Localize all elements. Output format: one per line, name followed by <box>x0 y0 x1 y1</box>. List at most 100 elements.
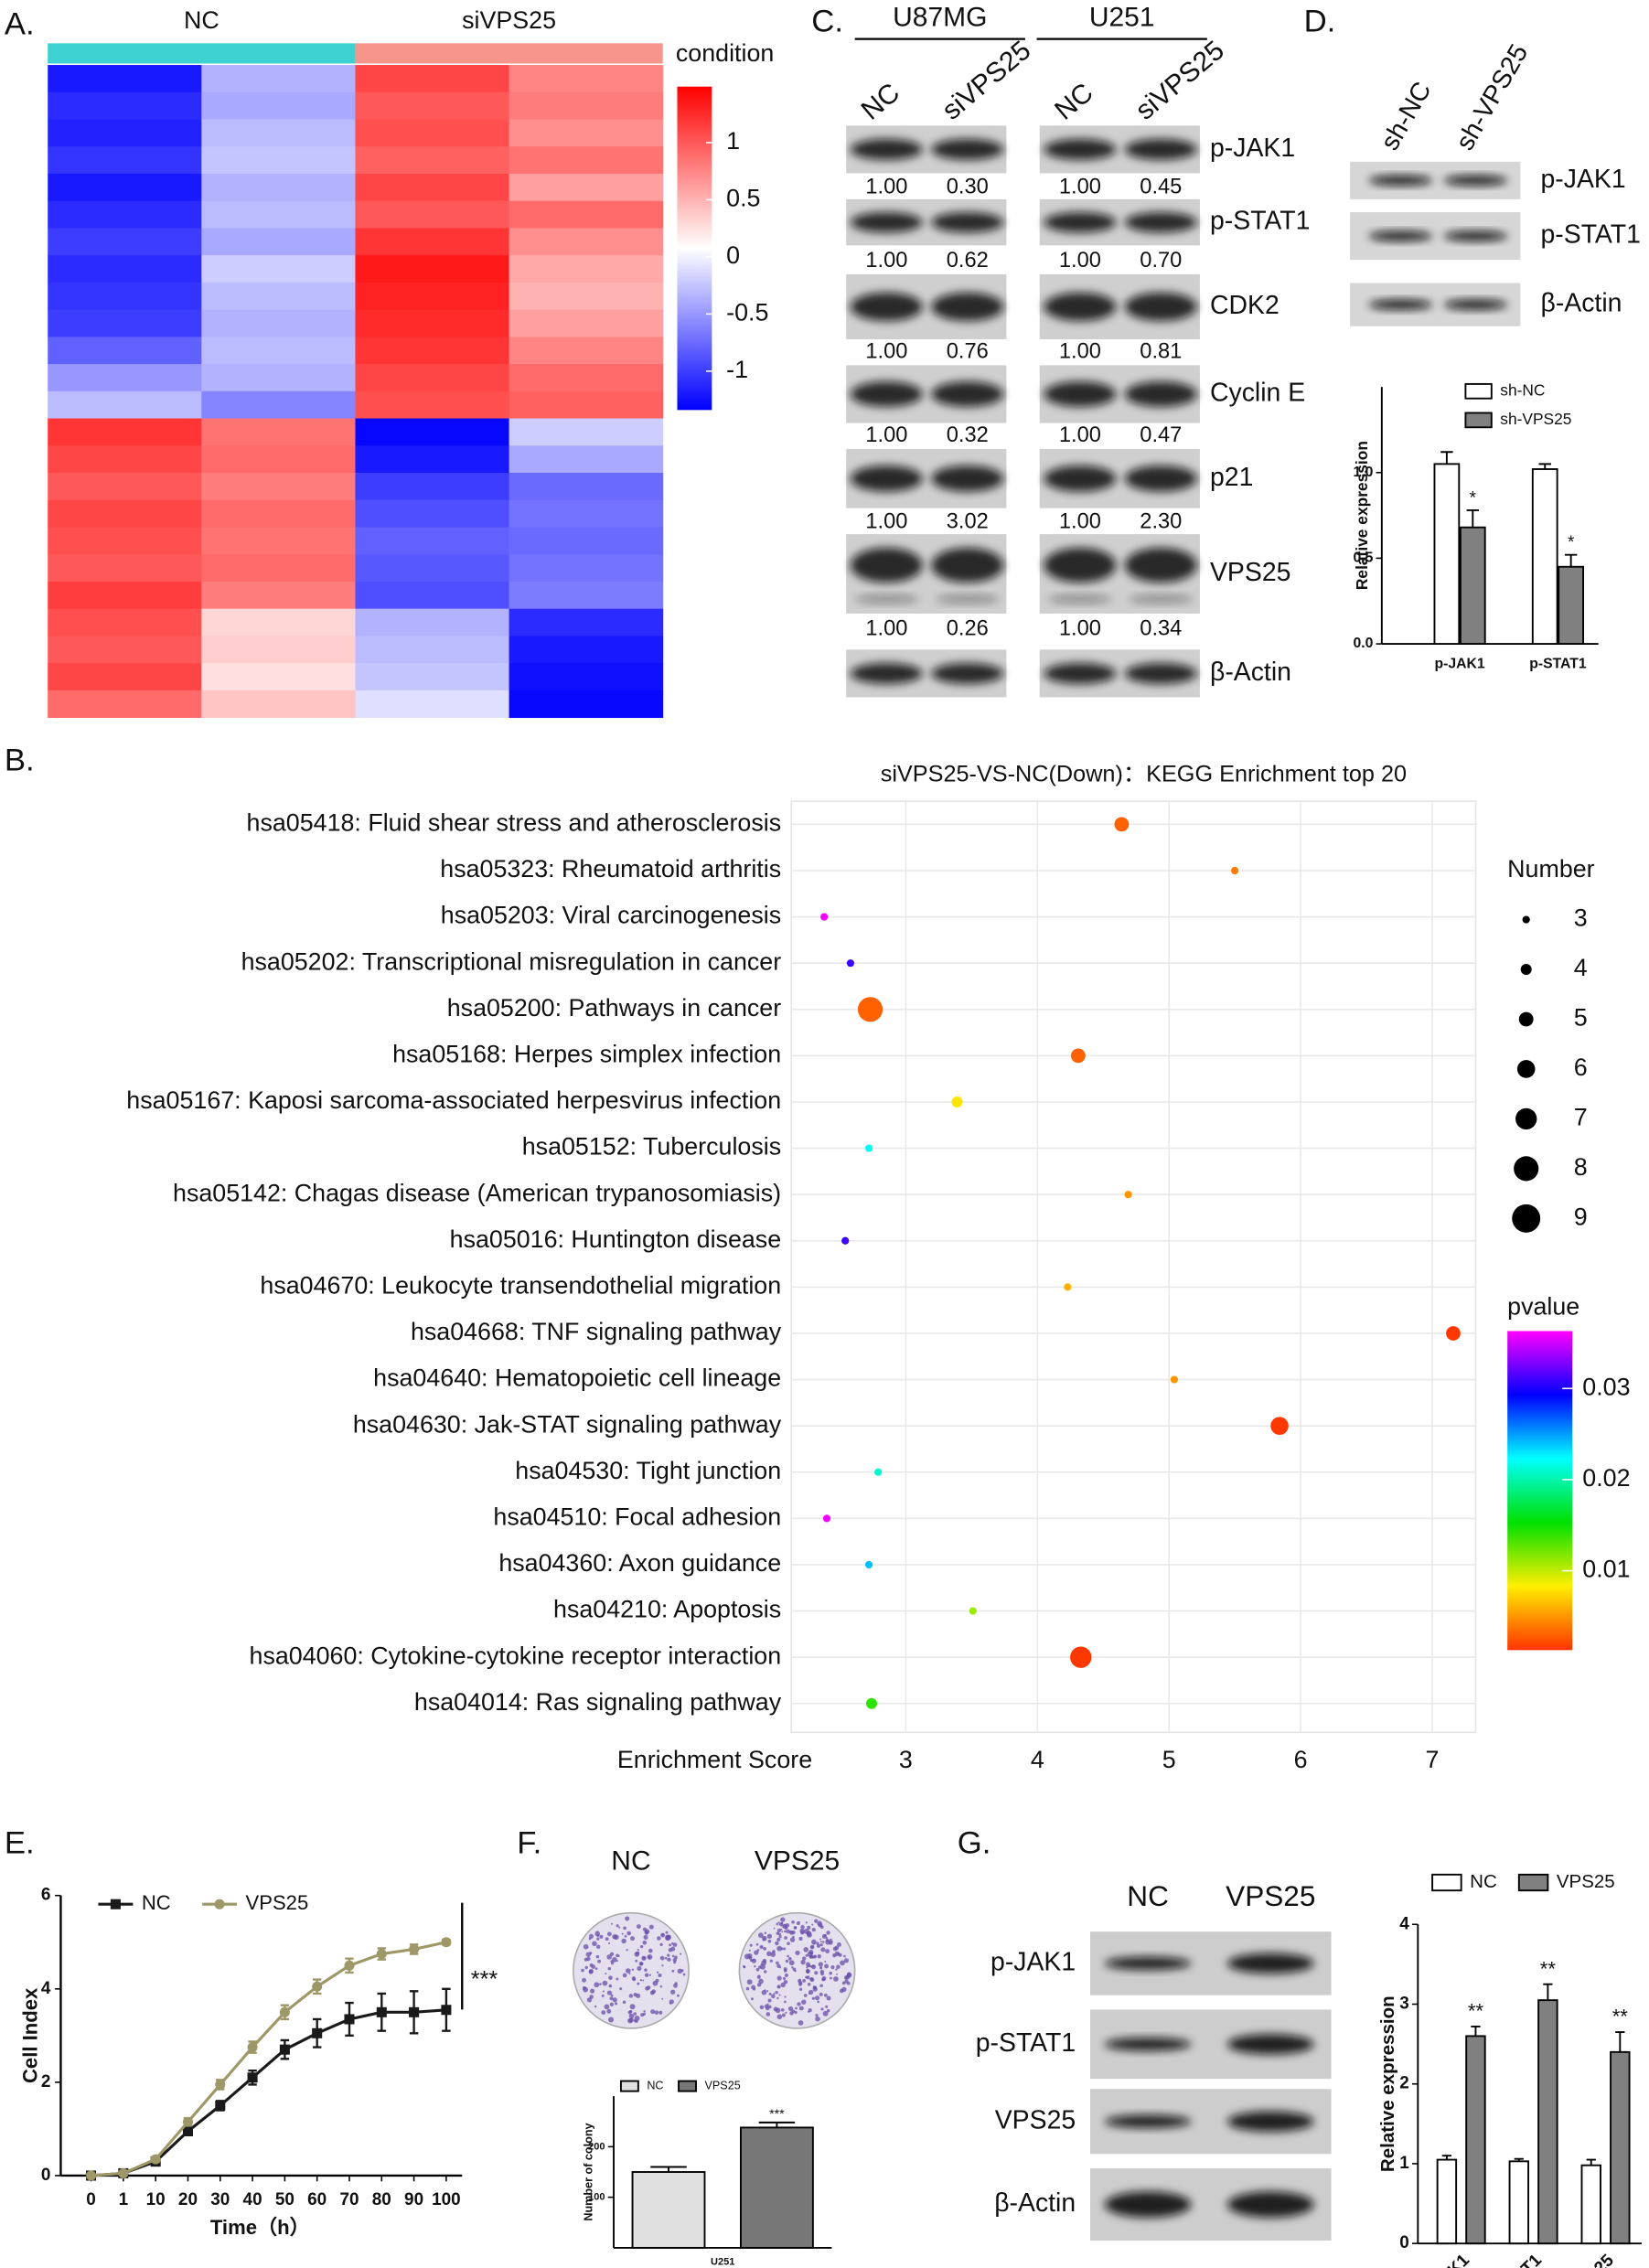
heatmap-cell <box>509 119 664 147</box>
significance-label: *** <box>769 2107 785 2122</box>
colony-spot <box>626 1949 628 1952</box>
blot-band <box>1124 211 1197 233</box>
blot-band <box>1044 662 1117 684</box>
heatmap-cell <box>355 91 510 120</box>
marker <box>215 2079 226 2090</box>
heatmap-cell <box>355 608 510 637</box>
legend-label: 9 <box>1574 1203 1588 1230</box>
error-bar <box>1441 2155 1452 2160</box>
legend-swatch <box>1464 412 1493 429</box>
colony-spot <box>805 1975 808 1979</box>
colony-spot <box>800 1924 805 1930</box>
significance-label: ** <box>1468 2000 1484 2023</box>
legend-marker <box>214 1899 225 1910</box>
quantification: 1.00 <box>1059 510 1101 534</box>
dot <box>1270 1417 1289 1435</box>
colorbar <box>677 86 712 411</box>
colony-spot <box>829 1938 832 1942</box>
colony-spot <box>612 1933 617 1940</box>
colony-spot <box>787 1956 792 1961</box>
colony-spot <box>819 1984 823 1988</box>
colony-spot <box>606 1931 612 1937</box>
x-axis-label: U251 <box>711 2257 734 2268</box>
heatmap-cell <box>509 364 664 392</box>
colony-spot <box>743 1964 745 1968</box>
colony-spot <box>670 1989 676 1995</box>
colony-spot <box>601 2010 606 2016</box>
bar <box>631 2171 706 2249</box>
blot-band <box>1129 594 1194 604</box>
legend-dot <box>1520 964 1532 976</box>
colony-spot <box>659 1955 665 1961</box>
significance-label: * <box>1568 533 1575 552</box>
legend-label: VPS25 <box>245 1891 308 1914</box>
blot-band <box>1368 230 1433 241</box>
marker <box>118 2167 129 2178</box>
dot <box>1124 1191 1132 1199</box>
colony-spot <box>781 1931 784 1933</box>
marker <box>247 2072 258 2083</box>
error-bar <box>1564 553 1578 567</box>
heatmap-cell <box>355 581 510 610</box>
colony-spot <box>652 1980 659 1986</box>
heatmap-cell <box>509 146 664 175</box>
x-tick-label: 10 <box>146 2190 166 2209</box>
y-tick-label: 0.0 <box>1353 636 1373 651</box>
marker <box>409 1943 420 1954</box>
heatmap-cell <box>48 445 202 474</box>
dot <box>820 913 829 921</box>
x-tick-label: 3 <box>899 1746 913 1773</box>
colony-spot <box>814 1919 819 1923</box>
dot <box>822 1514 831 1523</box>
colony-spot <box>745 1986 750 1991</box>
colony-spot <box>814 1971 819 1975</box>
colony-spot <box>820 2007 824 2011</box>
heatmap-cell <box>355 282 510 311</box>
heatmap-cell <box>48 337 202 365</box>
colony-spot <box>625 1968 631 1974</box>
legend-swatch <box>1464 382 1493 400</box>
colony-spot <box>807 1983 811 1986</box>
y-tick-label: hsa04060: Cytokine-cytokine receptor int… <box>250 1642 782 1669</box>
colony-spot <box>764 1989 766 1992</box>
colony-spot <box>625 1916 630 1921</box>
blot-band <box>1104 2038 1192 2051</box>
colony-spot <box>818 1962 823 1967</box>
y-axis-label: Relative expression <box>1353 441 1371 590</box>
colony-spot <box>811 1923 814 1926</box>
significance-label: ** <box>1540 1957 1557 1980</box>
colorbar <box>1507 1331 1573 1651</box>
colony-spot <box>792 1967 797 1972</box>
y-tick-label: 4 <box>1399 1914 1409 1933</box>
colony-spot <box>768 1993 772 1996</box>
blot-band <box>931 292 1004 322</box>
colony-spot <box>610 1994 614 1997</box>
colony-spot <box>809 1944 815 1950</box>
colony-spot <box>771 1994 776 1999</box>
y-tick-label: 1.0 <box>1353 465 1373 480</box>
heatmap-cell <box>48 690 202 719</box>
marker <box>247 2042 258 2053</box>
colony-spot <box>775 1991 778 1995</box>
blot-band <box>1104 2114 1192 2128</box>
heatmap-cell <box>201 690 356 719</box>
x-tick-label: 30 <box>210 2190 230 2209</box>
heatmap-cell <box>48 200 202 229</box>
legend-dot <box>1516 1060 1536 1078</box>
y-tick-label: hsa05168: Herpes simplex infection <box>392 1040 781 1067</box>
protein-label: p-JAK1 <box>990 1947 1076 1976</box>
colony-spot <box>778 1921 784 1927</box>
colony-spot <box>846 1972 852 1978</box>
heatmap-cell <box>201 337 356 365</box>
protein-label: Cyclin E <box>1210 378 1305 407</box>
colony-spot <box>667 1957 671 1962</box>
colony-spot <box>672 1957 678 1963</box>
colony-spot <box>619 1987 623 1991</box>
x-tick-label: 4 <box>1031 1746 1044 1773</box>
colony-spot <box>791 1966 794 1969</box>
colony-spot <box>608 1942 611 1944</box>
marker <box>215 2100 226 2111</box>
quantification: 1.00 <box>1059 617 1101 641</box>
colony-spot <box>797 2002 801 2006</box>
heatmap-cell <box>48 91 202 120</box>
